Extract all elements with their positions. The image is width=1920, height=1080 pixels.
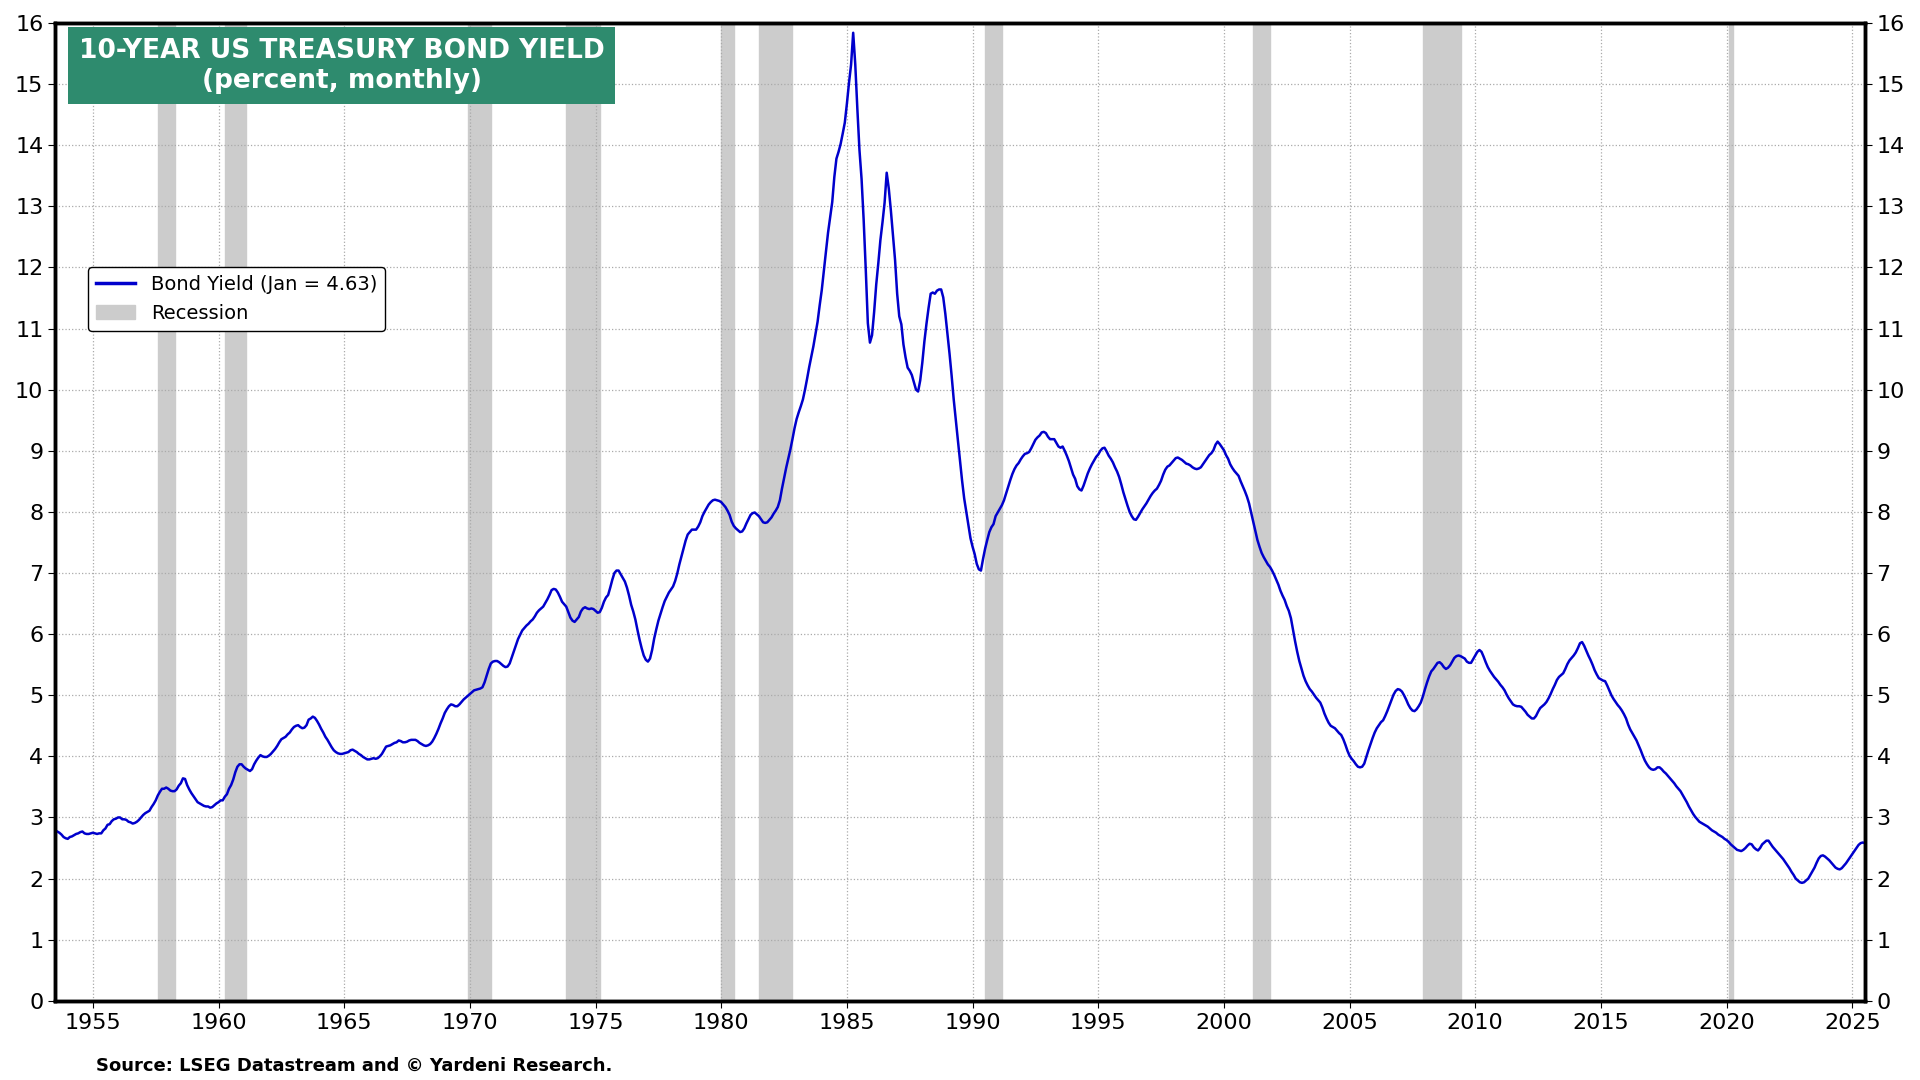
- Bar: [1728, 23, 1734, 1001]
- Bar: [1423, 23, 1461, 1001]
- Bar: [225, 23, 246, 1001]
- Bar: [1254, 23, 1269, 1001]
- Bar: [157, 23, 175, 1001]
- Text: Source: LSEG Datastream and © Yardeni Research.: Source: LSEG Datastream and © Yardeni Re…: [96, 1056, 612, 1075]
- Bar: [566, 23, 599, 1001]
- Bar: [758, 23, 793, 1001]
- Bar: [468, 23, 492, 1001]
- Text: 10-YEAR US TREASURY BOND YIELD
(percent, monthly): 10-YEAR US TREASURY BOND YIELD (percent,…: [79, 38, 605, 94]
- Bar: [985, 23, 1002, 1001]
- Bar: [722, 23, 733, 1001]
- Legend: Bond Yield (Jan = 4.63), Recession: Bond Yield (Jan = 4.63), Recession: [88, 268, 384, 330]
